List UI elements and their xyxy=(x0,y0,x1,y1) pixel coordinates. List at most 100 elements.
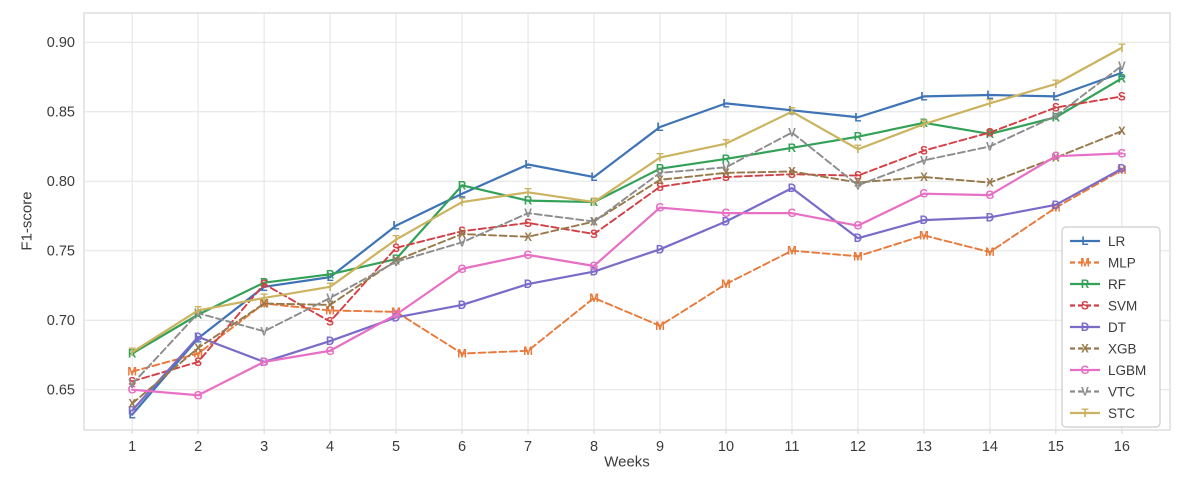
x-tick-label: 4 xyxy=(326,439,334,455)
legend-label-DT: DT xyxy=(1108,320,1126,335)
marker-LGBM-week-7: G xyxy=(524,250,533,262)
marker-DT-week-5: D xyxy=(392,312,400,324)
marker-LR-week-13: L xyxy=(920,91,927,103)
marker-LR-week-14: L xyxy=(986,90,993,102)
marker-LGBM-week-5: G xyxy=(392,310,401,322)
marker-STC-week-7: T xyxy=(525,187,532,199)
marker-SVM-week-5: S xyxy=(392,243,400,255)
marker-STC-week-13: T xyxy=(920,119,927,131)
marker-LR-week-1: L xyxy=(129,410,136,422)
marker-DT-week-1: D xyxy=(128,406,136,418)
marker-LGBM-week-14: G xyxy=(985,190,994,202)
marker-DT-week-12: D xyxy=(854,233,862,245)
x-tick-label: 13 xyxy=(916,439,932,455)
marker-LGBM-week-15: G xyxy=(1051,151,1060,163)
marker-SVM-week-16: S xyxy=(1118,91,1126,103)
marker-VTC-week-1: V xyxy=(128,379,136,391)
marker-LGBM-week-1: G xyxy=(128,385,137,397)
marker-LR-week-16: L xyxy=(1118,68,1125,80)
marker-VTC-week-8: V xyxy=(590,217,598,229)
x-tick-label: 14 xyxy=(982,439,998,455)
legend-box xyxy=(1061,226,1161,428)
marker-STC-week-15: T xyxy=(1052,79,1059,91)
marker-VTC-week-5: V xyxy=(392,257,400,269)
marker-VTC-week-7: V xyxy=(524,208,532,220)
marker-DT-week-2: D xyxy=(194,332,202,344)
legend-marker-SVM: S xyxy=(1081,301,1089,313)
marker-RF-week-10: R xyxy=(722,154,731,166)
x-tick-label: 9 xyxy=(656,439,664,455)
marker-VTC-week-12: V xyxy=(854,180,862,192)
x-tick-label: 3 xyxy=(260,439,268,455)
marker-LGBM-week-9: G xyxy=(656,203,665,215)
marker-XGB-week-10: X xyxy=(722,168,730,180)
marker-STC-week-10: T xyxy=(722,139,729,151)
marker-SVM-week-4: S xyxy=(326,317,334,329)
marker-LGBM-week-12: G xyxy=(853,221,862,233)
marker-STC-week-2: T xyxy=(195,305,202,317)
marker-XGB-week-1: X xyxy=(128,399,136,411)
marker-XGB-week-13: X xyxy=(920,172,928,184)
legend-marker-LR: L xyxy=(1081,236,1088,248)
marker-VTC-week-16: V xyxy=(1118,61,1126,73)
marker-XGB-week-3: X xyxy=(260,299,268,311)
marker-XGB-week-2: X xyxy=(194,343,202,355)
x-tick-label: 15 xyxy=(1048,439,1064,455)
marker-RF-week-14: R xyxy=(986,129,995,141)
x-tick-label: 10 xyxy=(718,439,734,455)
marker-LR-week-9: L xyxy=(656,122,663,134)
marker-MLP-week-1: M xyxy=(127,367,137,379)
x-tick-label: 1 xyxy=(128,439,136,455)
legend-label-LR: LR xyxy=(1108,234,1126,249)
marker-RF-week-12: R xyxy=(854,132,863,144)
legend-label-XGB: XGB xyxy=(1108,342,1137,357)
x-tick-label: 7 xyxy=(524,439,532,455)
marker-VTC-week-15: V xyxy=(1052,111,1060,123)
marker-DT-week-10: D xyxy=(722,217,730,229)
marker-LGBM-week-8: G xyxy=(590,261,599,273)
marker-XGB-week-14: X xyxy=(986,178,994,190)
y-tick-label: 0.75 xyxy=(47,244,75,260)
marker-SVM-week-10: S xyxy=(722,172,730,184)
legend-label-RF: RF xyxy=(1108,277,1126,292)
marker-STC-week-16: T xyxy=(1118,43,1125,55)
legend-marker-XGB: X xyxy=(1081,344,1089,356)
marker-RF-week-9: R xyxy=(656,164,665,176)
marker-SVM-week-15: S xyxy=(1052,103,1060,115)
marker-RF-week-7: R xyxy=(524,196,533,208)
marker-LR-week-15: L xyxy=(1052,91,1059,103)
marker-RF-week-11: R xyxy=(788,143,797,155)
marker-RF-week-15: R xyxy=(1052,112,1061,124)
marker-DT-week-8: D xyxy=(590,267,598,279)
marker-LGBM-week-2: G xyxy=(194,390,203,402)
y-tick-label: 0.65 xyxy=(47,383,75,399)
series-line-RF xyxy=(131,77,1123,355)
y-tick-label: 0.85 xyxy=(47,105,75,121)
marker-VTC-week-4: V xyxy=(326,293,334,305)
y-tick-label: 0.80 xyxy=(47,174,75,190)
series-line-MLP xyxy=(131,169,1123,373)
marker-MLP-week-4: M xyxy=(325,305,335,317)
marker-SVM-week-1: S xyxy=(128,376,136,388)
legend-label-LGBM: LGBM xyxy=(1108,363,1146,378)
marker-SVM-week-14: S xyxy=(986,128,994,140)
marker-XGB-week-9: X xyxy=(656,175,664,187)
marker-LGBM-week-16: G xyxy=(1117,148,1126,160)
x-tick-label: 6 xyxy=(458,439,466,455)
marker-VTC-week-14: V xyxy=(986,141,994,153)
marker-MLP-week-13: M xyxy=(919,230,929,242)
series-line-XGB xyxy=(131,130,1123,405)
marker-XGB-week-16: X xyxy=(1118,126,1126,138)
marker-VTC-week-6: V xyxy=(458,237,466,249)
legend-marker-STC: T xyxy=(1081,408,1088,420)
marker-STC-week-12: T xyxy=(854,144,861,156)
marker-DT-week-14: D xyxy=(986,212,994,224)
marker-RF-week-1: R xyxy=(128,349,137,361)
marker-DT-week-6: D xyxy=(458,300,466,312)
marker-MLP-week-6: M xyxy=(457,349,467,361)
marker-RF-week-16: R xyxy=(1118,73,1127,85)
x-tick-label: 2 xyxy=(194,439,202,455)
marker-SVM-week-8: S xyxy=(590,229,598,241)
marker-LGBM-week-10: G xyxy=(721,208,730,220)
